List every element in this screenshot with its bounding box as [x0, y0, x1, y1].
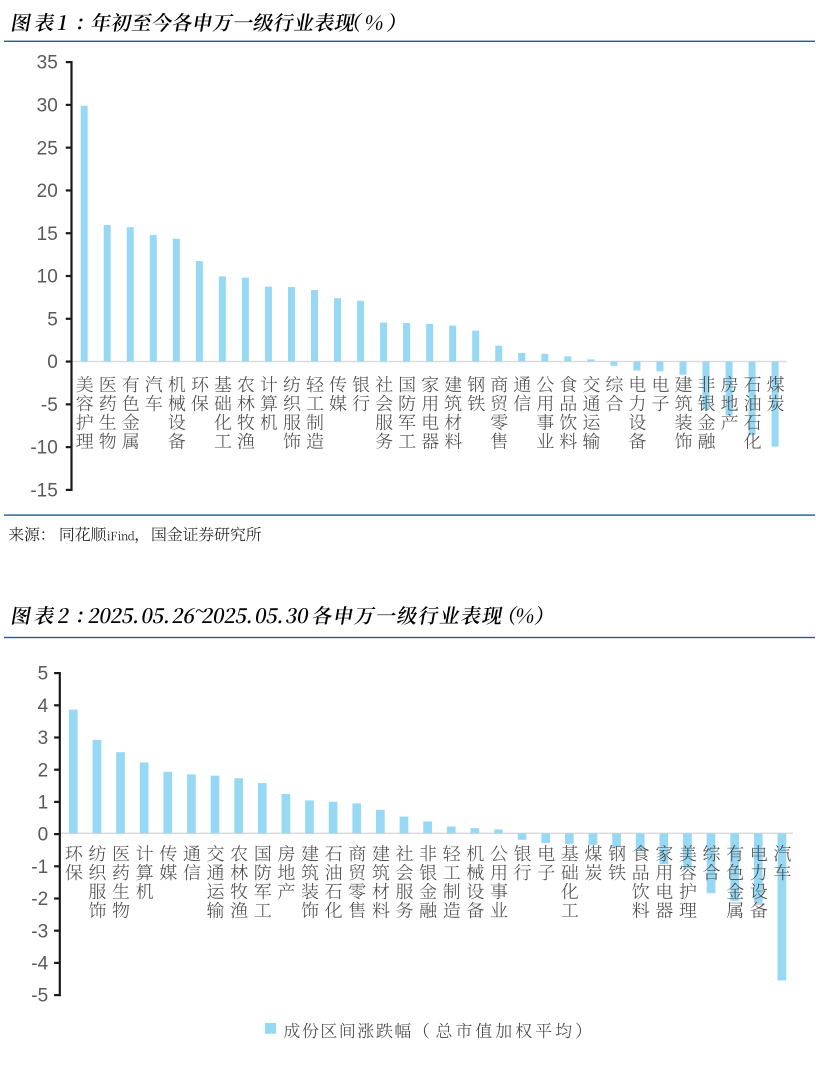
- svg-text:0: 0: [47, 352, 58, 373]
- svg-text:30: 30: [37, 96, 58, 117]
- svg-text:5: 5: [47, 309, 58, 330]
- svg-text:25: 25: [37, 138, 58, 159]
- svg-text:-3: -3: [31, 921, 48, 942]
- svg-text:-5: -5: [41, 395, 58, 416]
- svg-text:-10: -10: [30, 438, 57, 459]
- svg-text:20: 20: [37, 181, 58, 202]
- svg-text:0: 0: [38, 825, 49, 846]
- svg-text:-5: -5: [31, 986, 48, 1007]
- svg-text:-2: -2: [31, 889, 48, 910]
- svg-text:3: 3: [38, 728, 49, 749]
- svg-text:2: 2: [38, 760, 49, 781]
- svg-text:-15: -15: [30, 481, 57, 502]
- svg-text:10: 10: [37, 267, 58, 288]
- svg-text:-4: -4: [31, 954, 48, 975]
- svg-text:1: 1: [38, 793, 49, 814]
- svg-text:4: 4: [38, 696, 49, 717]
- svg-text:-1: -1: [31, 857, 48, 878]
- svg-text:15: 15: [37, 224, 58, 245]
- svg-text:5: 5: [38, 664, 49, 685]
- svg-text:35: 35: [37, 53, 58, 74]
